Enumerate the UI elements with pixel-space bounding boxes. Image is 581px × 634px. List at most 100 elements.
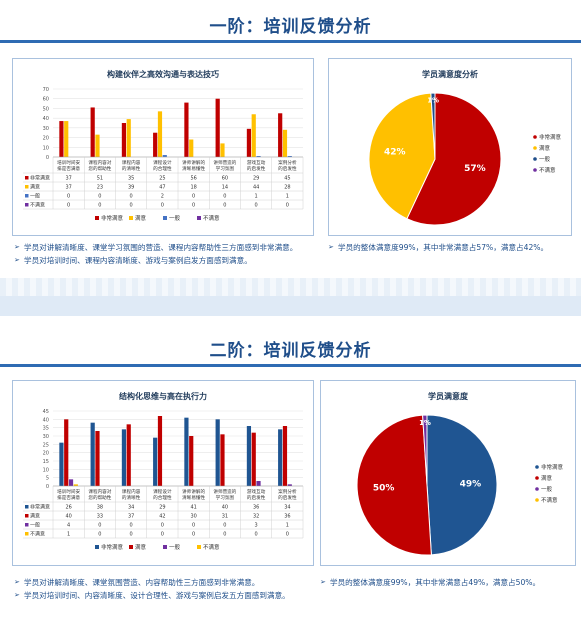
table-value: 0 [255, 532, 258, 538]
pie-data-label: 50% [373, 484, 395, 494]
bar [126, 424, 131, 486]
legend-key [197, 216, 201, 220]
table-value: 0 [286, 203, 289, 209]
note-item: 学员对培训时间、内容清晰度、设计合理性、游戏与案例启发五方面感到满意。 [14, 589, 314, 602]
bar [153, 132, 158, 157]
table-series-label: 不满意 [30, 531, 45, 538]
table-value: 44 [253, 185, 259, 191]
bar-chart: 010203040506070培训时间安排是否满意课程内容对您的帮助性课程内容的… [23, 87, 304, 222]
table-value: 0 [130, 523, 133, 529]
y-tick-label: 20 [43, 451, 49, 457]
table-value: 0 [223, 203, 226, 209]
note-item: 学员对培训时间、课程内容清晰度、游戏与案例启发方面感到满意。 [14, 254, 314, 267]
legend-label: 非常满意 [539, 133, 562, 141]
bar [90, 422, 95, 486]
table-value: 0 [161, 523, 164, 529]
table-value: 29 [159, 505, 165, 511]
bar [64, 419, 69, 486]
table-legend-key [25, 532, 29, 536]
category-label: 的启发性 [278, 494, 297, 501]
table-value: 33 [97, 514, 103, 520]
bar [215, 419, 220, 486]
category-label: 培训时间安 [57, 488, 80, 495]
category-label: 讲师讲解的 [182, 488, 205, 495]
category-label: 学习氛围 [216, 494, 235, 501]
note-item: 学员的整体满意度99%，其中非常满意占57%，满意占42%。 [328, 241, 576, 254]
section-title: 二阶：培训反馈分析 [209, 341, 372, 361]
category-label: 游戏互动 [247, 488, 266, 495]
pie-data-label: 49% [460, 480, 482, 490]
table-value: 0 [255, 203, 258, 209]
bar [162, 155, 167, 157]
table-value: 42 [159, 514, 165, 520]
pie-slice [430, 92, 436, 160]
y-tick-label: 20 [43, 136, 49, 142]
table-value: 0 [130, 203, 133, 209]
table-value: 18 [190, 185, 196, 191]
pie-data-label: 1% [419, 419, 431, 427]
table-value: 14 [222, 185, 228, 191]
legend-key [535, 487, 539, 491]
y-tick-label: 10 [43, 467, 49, 473]
bar [189, 139, 194, 157]
table-value: 0 [192, 523, 195, 529]
y-tick-label: 25 [43, 442, 49, 448]
pie-slice [422, 414, 428, 486]
y-tick-label: 30 [43, 126, 49, 132]
bar-chart-title: 结构化思维与高在执行力 [119, 392, 207, 401]
bar [184, 417, 189, 486]
table-series-label: 一般 [30, 193, 40, 200]
table-value: 1 [286, 194, 289, 200]
table-legend-key [25, 514, 29, 518]
table-value: 56 [190, 176, 196, 182]
category-label: 的合理性 [153, 494, 172, 501]
legend-key [533, 135, 537, 139]
legend-key [533, 157, 537, 161]
table-value: 3 [255, 523, 258, 529]
table-legend-key [25, 523, 29, 527]
notes-left: 学员对讲解清晰度、课堂氛围营造、内容帮助性三方面感到非常满意。 学员对培训时间、… [14, 576, 314, 602]
category-label: 您的帮助性 [88, 165, 111, 172]
table-value: 0 [192, 532, 195, 538]
category-label: 课程内容 [122, 488, 141, 495]
table-series-label: 一般 [30, 522, 40, 529]
bar [90, 107, 95, 157]
legend-label: 非常满意 [101, 214, 124, 222]
y-tick-label: 60 [43, 97, 49, 103]
bar [153, 437, 158, 486]
bar [287, 156, 292, 157]
table-value: 29 [253, 176, 259, 182]
bar-chart-panel: 构建伙伴之高效沟通与表达技巧 0 10 20 30 40 50 60 70 培训时间安 排是否满意… [12, 58, 314, 236]
table-value: 4 [67, 523, 70, 529]
category-label: 讲师讲解的 [182, 159, 205, 166]
bar [157, 416, 163, 486]
category-label: 课程内容 [122, 159, 141, 166]
category-label: 清晰易懂性 [182, 494, 205, 501]
table-value: 25 [159, 176, 165, 182]
table-value: 28 [284, 185, 290, 191]
legend-key [163, 545, 167, 549]
category-label: 案例分析 [278, 488, 297, 495]
section-title: 一阶：培训反馈分析 [209, 17, 372, 37]
table-value: 0 [130, 532, 133, 538]
pie-chart-title: 学员满意度分析 [422, 70, 478, 79]
pie-chart-title: 学员满意度 [428, 392, 468, 401]
bar [95, 134, 100, 157]
table-value: 30 [190, 514, 196, 520]
category-label: 您的帮助性 [88, 494, 111, 501]
bar [256, 156, 261, 157]
table-legend-key [25, 203, 29, 207]
table-series-label: 非常满意 [30, 504, 50, 511]
legend-label: 不满意 [539, 166, 556, 174]
bar [251, 432, 256, 486]
table-value: 32 [253, 514, 259, 520]
legend-key [535, 498, 539, 502]
bar [126, 119, 131, 157]
bar [95, 431, 100, 486]
table-value: 0 [286, 532, 289, 538]
table-value: 0 [223, 523, 226, 529]
table-value: 0 [161, 532, 164, 538]
table-series-label: 满意 [30, 184, 40, 191]
table-series-label: 非常满意 [30, 175, 50, 182]
